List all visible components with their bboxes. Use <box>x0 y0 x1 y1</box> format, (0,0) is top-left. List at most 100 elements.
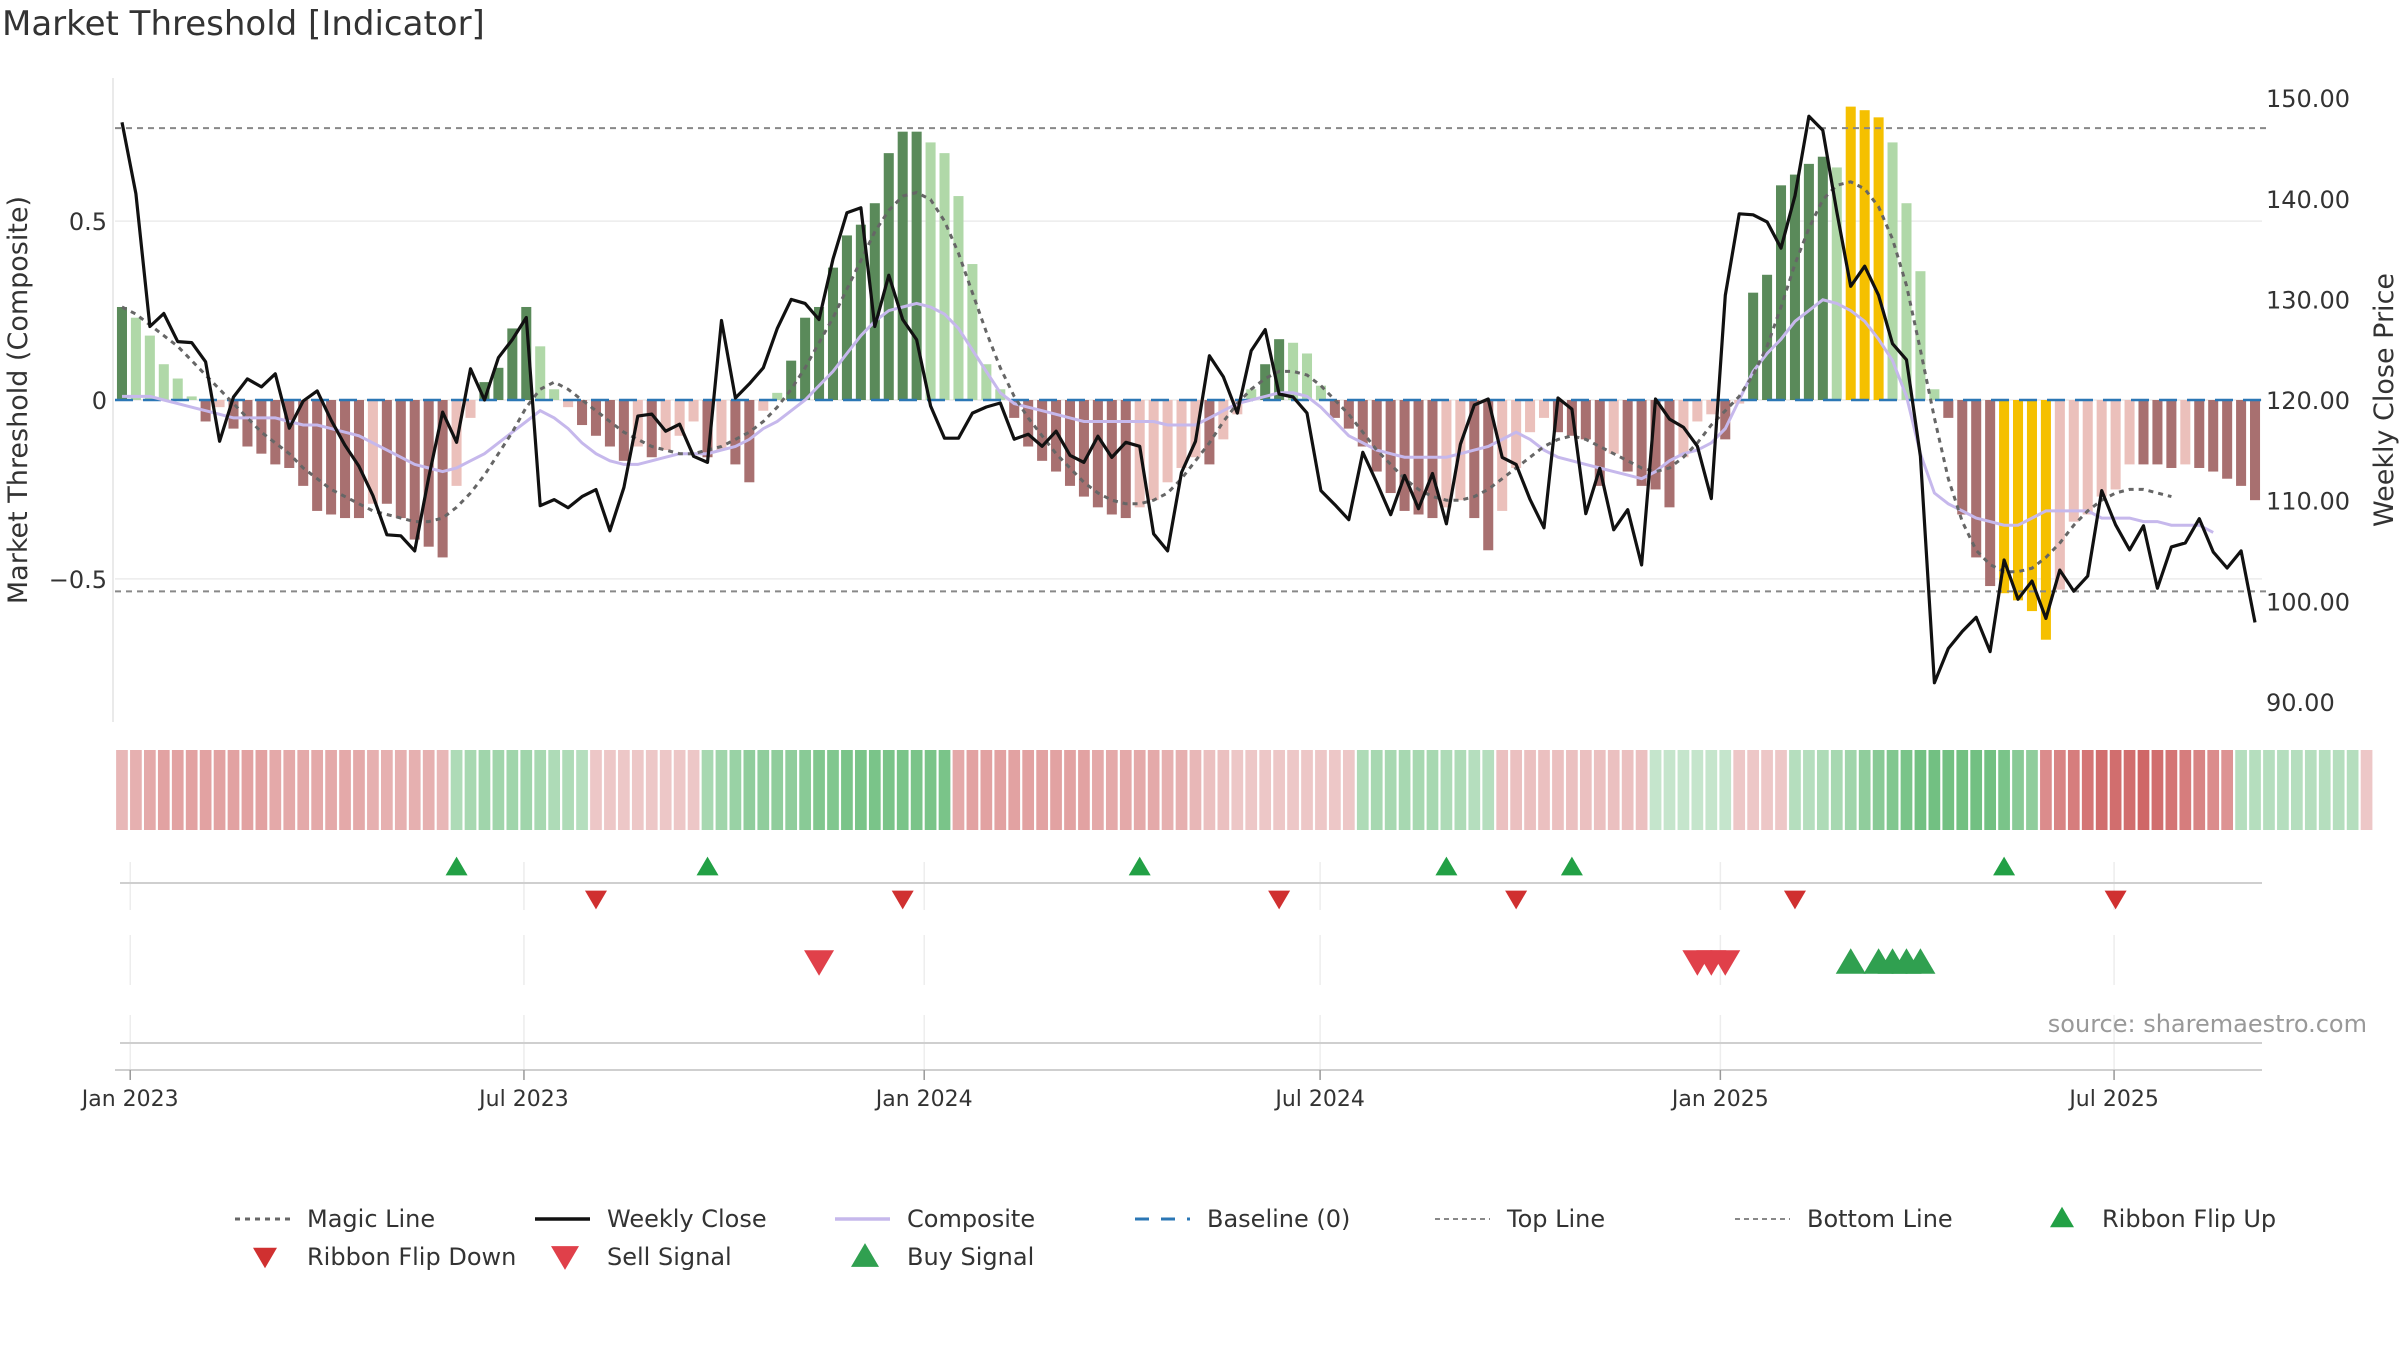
composite-bar <box>1092 400 1103 508</box>
ribbon-cell <box>2095 750 2108 830</box>
ribbon-cell <box>1105 750 1118 830</box>
composite-bar <box>1748 292 1759 400</box>
composite-bar <box>2054 400 2065 590</box>
ribbon-cell <box>1147 750 1160 830</box>
ribbon-cell <box>241 750 254 830</box>
composite-bar <box>1859 110 1870 400</box>
composite-bar <box>2026 400 2037 612</box>
ribbon-cell <box>353 750 365 830</box>
ribbon-cell <box>771 750 784 830</box>
ribbon-cell <box>855 750 867 830</box>
ribbon-cell <box>1217 750 1230 830</box>
sell-signal-marker <box>804 950 835 976</box>
composite-bar <box>1803 163 1814 400</box>
composite-bar <box>1845 106 1856 400</box>
legend-label: Weekly Close <box>607 1205 767 1233</box>
composite-bar <box>702 400 713 458</box>
composite-bar <box>1831 167 1842 400</box>
composite-bar <box>897 131 908 400</box>
composite-bar <box>786 360 797 400</box>
ribbon-cell <box>1510 750 1522 830</box>
composite-bar <box>1775 185 1787 400</box>
composite-bar <box>1943 400 1954 418</box>
ribbon-cell <box>464 750 477 830</box>
composite-bar <box>312 400 323 511</box>
composite-bar <box>1120 400 1131 519</box>
composite-bar <box>2152 400 2163 465</box>
ribbon-cell <box>1928 750 1941 830</box>
ribbon-cell <box>1078 750 1090 830</box>
composite-bar <box>1329 400 1340 418</box>
sell-signal-marker <box>1710 950 1741 976</box>
ribbon-cell <box>2346 750 2359 830</box>
composite-bar <box>1706 400 1717 415</box>
ribbon-cell <box>381 750 393 830</box>
ribbon-flip-up-marker <box>1128 856 1151 876</box>
ribbon-flip-up-marker <box>696 856 719 876</box>
composite-bar <box>130 317 141 400</box>
composite-bar <box>1999 400 2010 594</box>
ribbon-cell <box>130 750 142 830</box>
ribbon-cell <box>924 750 937 830</box>
composite-bar <box>437 400 448 558</box>
ribbon-cell <box>394 750 407 830</box>
ribbon-cell <box>1566 750 1578 830</box>
ribbon-cell <box>1482 750 1495 830</box>
composite-bar <box>158 364 169 400</box>
ribbon-flip-down-marker <box>1783 890 1806 910</box>
composite-bar <box>1399 400 1410 511</box>
composite-bar <box>1985 400 1996 587</box>
composite-bar <box>1957 400 1968 515</box>
composite-bar <box>270 400 281 465</box>
ribbon-cell <box>618 750 630 830</box>
composite-bar <box>340 400 351 519</box>
composite-bar <box>730 400 741 465</box>
ribbon-cell <box>1858 750 1871 830</box>
ribbon-flip-up-marker <box>445 856 468 876</box>
ribbon-cell <box>1705 750 1718 830</box>
composite-bar <box>1692 400 1703 422</box>
ribbon-cell <box>645 750 658 830</box>
left-tick-label: 0.5 <box>69 208 107 236</box>
ribbon-cell <box>1384 750 1397 830</box>
ribbon-cell <box>116 750 128 830</box>
right-tick-label: 100.00 <box>2266 588 2350 616</box>
composite-bar <box>772 392 783 400</box>
right-tick-label: 90.00 <box>2266 689 2335 717</box>
ribbon-cell <box>1579 750 1592 830</box>
composite-bar <box>1469 400 1480 519</box>
composite-bar <box>2208 400 2219 472</box>
composite-bar <box>1720 400 1731 440</box>
ribbon-cell <box>1133 750 1146 830</box>
left-tick-label: −0.5 <box>49 566 107 594</box>
composite-bar <box>604 400 615 447</box>
ribbon-cell <box>1830 750 1843 830</box>
ribbon-cell <box>171 750 184 830</box>
composite-bar <box>1064 400 1076 486</box>
composite-bar <box>409 400 420 540</box>
ribbon-cell <box>896 750 909 830</box>
ribbon-cell <box>1761 750 1773 830</box>
ribbon-cell <box>2040 750 2052 830</box>
ribbon-cell <box>785 750 798 830</box>
composite-bar <box>1650 400 1661 490</box>
ribbon-cell <box>1956 750 1969 830</box>
ribbon-cell <box>1747 750 1759 830</box>
composite-bar <box>1511 400 1522 468</box>
composite-bar <box>1357 400 1368 447</box>
composite-bar <box>2194 400 2205 468</box>
ribbon-flip-down-marker <box>1268 890 1291 910</box>
legend-label: Sell Signal <box>607 1243 732 1271</box>
ribbon-cell <box>534 750 547 830</box>
composite-bar <box>1789 174 1800 400</box>
composite-bar <box>800 317 811 400</box>
ribbon-cell <box>1036 750 1048 830</box>
ribbon-cell <box>1942 750 1955 830</box>
ribbon-cell <box>1064 750 1076 830</box>
ribbon-cell <box>2235 750 2247 830</box>
ribbon-cell <box>199 750 212 830</box>
ribbon-cell <box>757 750 770 830</box>
composite-bar <box>1315 385 1326 400</box>
legend-label: Top Line <box>1506 1205 1605 1233</box>
ribbon-cell <box>269 750 282 830</box>
